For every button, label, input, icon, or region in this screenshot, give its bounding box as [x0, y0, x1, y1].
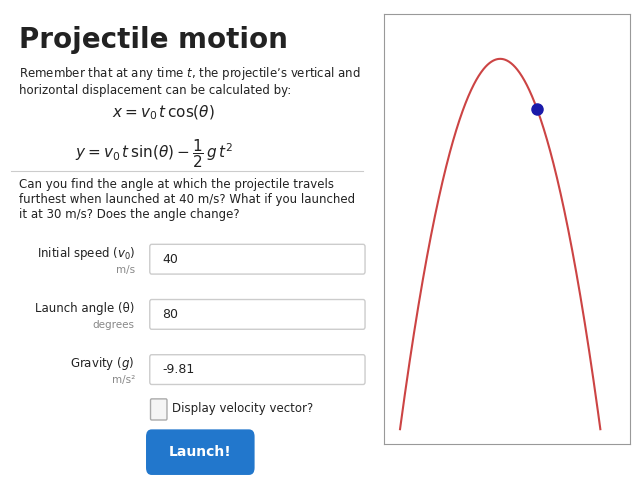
Text: Can you find the angle at which the projectile travels
furthest when launched at: Can you find the angle at which the proj… [19, 178, 355, 221]
Text: Projectile motion: Projectile motion [19, 26, 287, 54]
FancyBboxPatch shape [150, 399, 167, 420]
Text: m/s: m/s [116, 265, 135, 275]
Text: 80: 80 [162, 308, 178, 321]
Text: $y = v_0\, t\, \sin(\theta) - \dfrac{1}{2}\, g\, t^2$: $y = v_0\, t\, \sin(\theta) - \dfrac{1}{… [75, 137, 233, 169]
Text: degrees: degrees [93, 320, 135, 330]
FancyBboxPatch shape [150, 244, 365, 274]
FancyBboxPatch shape [150, 300, 365, 329]
Text: -9.81: -9.81 [162, 363, 195, 376]
Text: Remember that at any time $t$, the projectile’s vertical and
horizontal displace: Remember that at any time $t$, the proje… [19, 65, 360, 97]
Text: 40: 40 [162, 252, 178, 266]
Text: Launch!: Launch! [169, 445, 232, 459]
Text: Initial speed ($v_0$): Initial speed ($v_0$) [36, 245, 135, 262]
Text: $x = v_0\, t\, \cos(\theta)$: $x = v_0\, t\, \cos(\theta)$ [113, 103, 215, 121]
Text: Launch angle (θ): Launch angle (θ) [35, 302, 135, 315]
FancyBboxPatch shape [146, 429, 255, 475]
Text: Display velocity vector?: Display velocity vector? [172, 402, 314, 416]
Text: Gravity ($g$): Gravity ($g$) [70, 355, 135, 372]
FancyBboxPatch shape [150, 355, 365, 384]
Text: m/s²: m/s² [111, 375, 135, 385]
